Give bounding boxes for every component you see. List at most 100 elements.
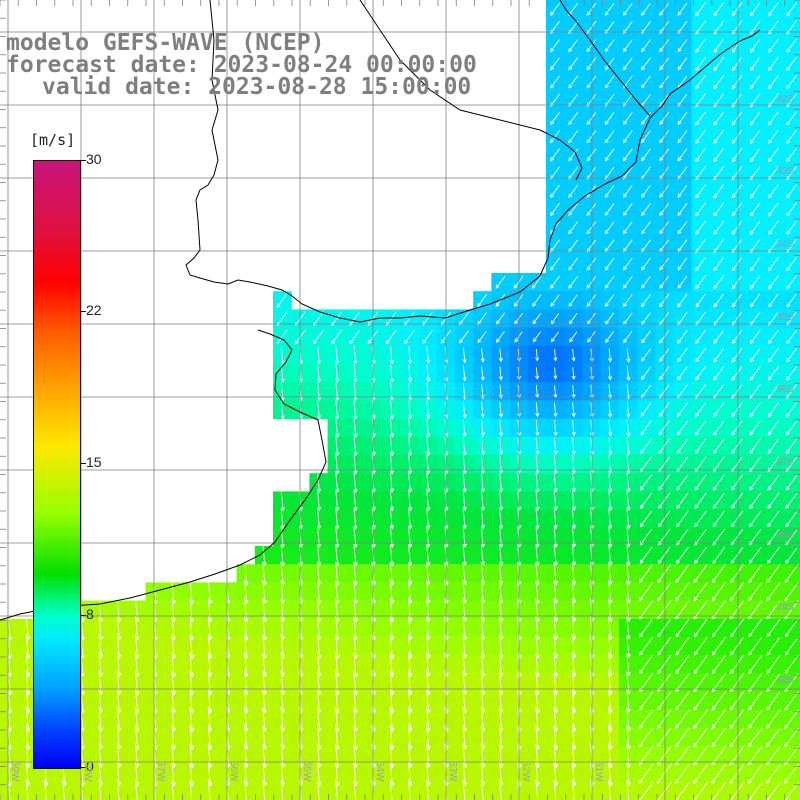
wind-arrow: [766, 745, 781, 766]
wind-arrow: [786, 366, 798, 381]
wind-arrow: [553, 437, 558, 456]
wind-arrow: [262, 743, 267, 769]
wind-arrow: [749, 184, 761, 199]
wind-arrow: [407, 579, 413, 604]
wind-arrow: [407, 725, 413, 751]
wind-arrow: [426, 561, 431, 586]
lon-label: 58W: [82, 761, 93, 782]
wind-arrow: [731, 56, 743, 72]
wind-arrow: [571, 420, 576, 437]
wind-arrow: [711, 582, 726, 602]
wind-arrow: [335, 508, 340, 530]
wind-arrow: [244, 743, 249, 769]
wind-arrow: [550, 148, 560, 162]
wind-arrow: [353, 490, 358, 512]
wind-arrow: [262, 579, 267, 605]
wind-arrow: [389, 490, 395, 512]
wind-arrow: [426, 526, 431, 548]
wind-arrow: [571, 562, 577, 586]
wind-arrow: [571, 490, 577, 511]
wind-arrow: [604, 130, 615, 144]
wind-arrow: [608, 634, 613, 659]
lat-label: 36S: [776, 384, 794, 395]
wind-arrow: [657, 691, 672, 711]
wind-arrow: [353, 508, 358, 530]
wind-arrow: [189, 615, 195, 641]
wind-arrow: [695, 75, 706, 90]
wind-arrow: [641, 203, 651, 217]
wind-arrow: [535, 688, 540, 714]
wind-arrow: [675, 727, 690, 748]
wind-arrow: [693, 709, 708, 729]
wind-arrow: [25, 688, 31, 714]
wind-arrow: [568, 148, 579, 162]
wind-arrow: [640, 438, 652, 454]
wind-arrow: [676, 474, 689, 491]
wind-arrow: [568, 221, 579, 235]
wind-arrow: [712, 474, 725, 491]
wind-arrow: [641, 348, 651, 362]
wind-arrow: [480, 347, 485, 363]
wind-arrow: [280, 579, 286, 605]
wind-arrow: [586, 39, 597, 53]
wind-arrow: [335, 761, 340, 787]
wind-arrow: [171, 706, 176, 732]
wind-arrow: [389, 706, 395, 732]
wind-arrow: [784, 582, 799, 602]
wind-arrow: [622, 148, 633, 162]
wind-arrow: [713, 93, 725, 108]
colorbar-tick-label: 22: [86, 302, 102, 318]
wind-arrow: [498, 670, 504, 696]
wind-arrow: [786, 2, 797, 17]
wind-arrow: [550, 203, 560, 217]
wind-arrow: [207, 670, 213, 696]
wind-arrow: [389, 418, 394, 438]
wind-arrow: [498, 725, 504, 751]
wind-arrow: [116, 688, 122, 714]
wind-arrow: [25, 634, 31, 660]
wind-arrow: [749, 366, 761, 381]
wind-arrow: [641, 75, 651, 89]
wind-arrow: [462, 598, 468, 623]
wind-arrow: [713, 402, 725, 418]
wind-arrow: [207, 615, 213, 641]
wind-arrow: [677, 184, 688, 198]
wind-arrow: [713, 329, 725, 345]
wind-arrow: [658, 402, 670, 418]
wind-arrow: [316, 561, 322, 586]
wind-arrow: [695, 293, 706, 308]
wind-arrow: [785, 420, 798, 436]
wind-arrow: [134, 670, 140, 696]
wind-arrow: [693, 691, 708, 711]
wind-arrow: [768, 220, 779, 235]
wind-arrow: [571, 367, 576, 380]
wind-arrow: [713, 56, 725, 72]
wind-arrow: [462, 347, 467, 364]
wind-arrow: [713, 257, 725, 272]
wind-arrow: [389, 761, 395, 787]
wind-arrow: [389, 436, 395, 457]
wind-arrow: [349, 329, 361, 345]
wind-arrow: [535, 544, 540, 567]
wind-arrow: [98, 634, 104, 660]
wind-arrow: [98, 652, 104, 678]
wind-arrow: [622, 257, 633, 271]
wind-arrow: [638, 727, 654, 748]
wind-arrow: [426, 725, 431, 751]
wind-arrow: [711, 564, 726, 583]
wind-arrow: [713, 420, 725, 436]
wind-arrow: [784, 564, 799, 583]
wind-arrow: [535, 706, 540, 732]
wind-arrow: [389, 579, 395, 604]
wind-arrow: [768, 38, 779, 53]
wind-arrow: [244, 725, 249, 751]
wind-arrow: [426, 418, 431, 438]
wind-arrow: [426, 400, 431, 420]
wind-arrow: [731, 347, 743, 363]
wind-arrow: [335, 418, 340, 438]
wind-arrow: [189, 761, 195, 787]
wind-arrow: [677, 39, 688, 53]
wind-arrow: [171, 579, 176, 605]
wind-arrow: [116, 725, 122, 751]
wind-arrow: [462, 761, 468, 787]
